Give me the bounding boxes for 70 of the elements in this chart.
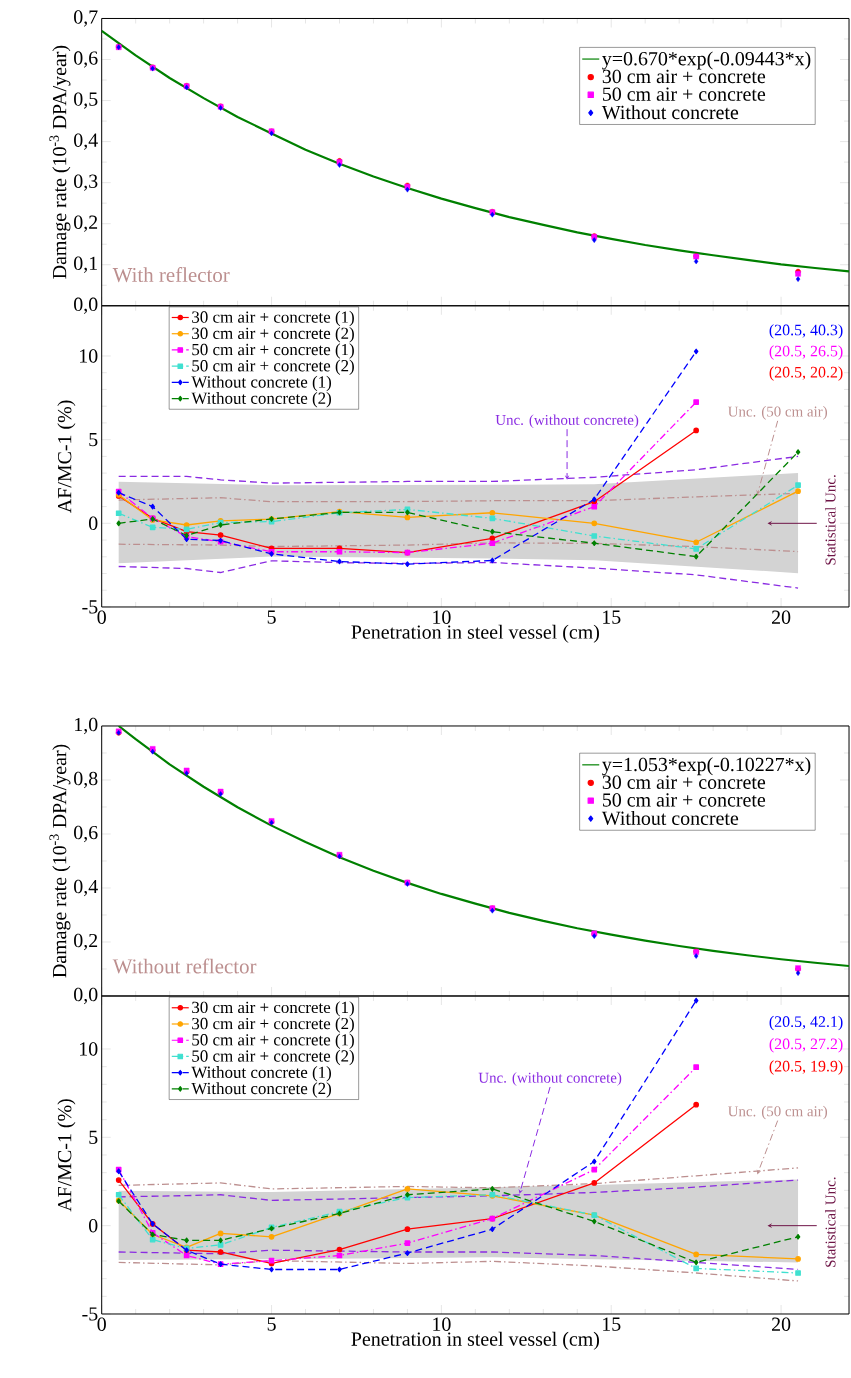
x-tick-label: 20	[771, 610, 791, 624]
y-tick-label: 0	[88, 516, 98, 531]
legend-label: 30 cm air + concrete (2)	[192, 1017, 354, 1033]
legend-label: Without concrete (2)	[191, 1082, 332, 1098]
y-tick-label: 0,7	[74, 10, 98, 27]
legend-label: Without concrete (1)	[191, 1066, 332, 1082]
legend-label: 50 cm air + concrete	[603, 87, 766, 101]
y-tick-label: 0,2	[74, 933, 98, 951]
y-tick-label: 1,0	[75, 717, 98, 735]
legend-label: 50 cm air + concrete (1)	[192, 343, 354, 359]
x-tick-label: 5	[267, 1317, 276, 1331]
x-tick-label: 20	[771, 1317, 791, 1331]
x-tick-label: 10	[433, 1317, 451, 1331]
legend-label: y=0.670*exp(-0.09443*x)	[602, 51, 811, 70]
x-axis-title: Penetration in steel vessel (cm)	[351, 624, 599, 643]
x-tick-label: 5	[267, 610, 276, 624]
x-tick-label: 15	[603, 1317, 621, 1331]
y-tick-label: -5	[82, 600, 98, 614]
y-tick-label: 0,4	[74, 133, 98, 150]
y-tick-label: -5	[82, 1307, 98, 1321]
x-tick-label: 15	[603, 610, 621, 624]
legend-label: Without concrete (2)	[191, 392, 332, 408]
annotation: (20.5, 27.2)	[769, 1038, 843, 1053]
y-tick-label: 0,2	[74, 215, 98, 232]
y-tick-label: 0,3	[74, 174, 98, 191]
y-tick-label: 0,5	[74, 92, 98, 109]
y-tick-label: 10	[80, 1042, 98, 1056]
annotation: (20.5, 42.1)	[769, 1015, 843, 1031]
y-tick-label: 0,8	[74, 771, 98, 789]
legend-label: 50 cm air + concrete (1)	[192, 1033, 354, 1049]
annotation: (20.5, 26.5)	[769, 345, 843, 360]
legend-label: 30 cm air + concrete (2)	[192, 327, 354, 343]
y-tick-label: 0,6	[74, 51, 98, 68]
y-tick-label: 5	[89, 433, 98, 447]
y-axis-title: AF/MC-1 (%)	[57, 1099, 76, 1212]
legend-label: y=1.053*exp(-0.10227*x)	[602, 757, 811, 776]
y-tick-label: 0,4	[74, 879, 98, 897]
y-tick-label: 5	[89, 1130, 98, 1144]
legend-label: 50 cm air + concrete (2)	[192, 1049, 354, 1066]
annotation: Without reflector	[112, 958, 257, 974]
text: Unc. (without concrete)	[495, 414, 639, 429]
text: Unc. (50 cm air)	[727, 1105, 828, 1120]
legend-label: 50 cm air + concrete	[603, 793, 766, 807]
y-tick-label: 10	[80, 349, 98, 363]
annotation: (20.5, 40.3)	[769, 324, 843, 339]
annotation: (20.5, 20.2)	[769, 366, 843, 381]
annotation: Statistical Unc.	[825, 1177, 836, 1267]
annotation: (20.5, 19.9)	[769, 1060, 843, 1075]
annotation: Statistical Unc.	[825, 475, 836, 565]
y-tick-label: 0,1	[74, 256, 97, 273]
y-axis-title: Damage rate (10$^{-3}$ DPA/year)	[49, 744, 71, 978]
x-tick-label: 10	[433, 610, 451, 624]
text: Unc. (without concrete)	[478, 1072, 622, 1086]
legend-label: Without concrete	[601, 105, 739, 120]
legend-label: Without concrete (1)	[191, 375, 332, 392]
legend-label: 50 cm air + concrete (2)	[192, 359, 354, 375]
y-axis-title: AF/MC-1 (%)	[57, 400, 76, 513]
y-tick-label: 0	[88, 1218, 98, 1233]
annotation: With reflector	[112, 267, 230, 283]
x-axis-title: Penetration in steel vessel (cm)	[351, 1331, 599, 1350]
y-tick-label: 0,0	[74, 987, 98, 1005]
legend-label: 30 cm air + concrete	[602, 69, 766, 84]
y-tick-label: 0,0	[74, 297, 98, 314]
legend-label: Without concrete	[601, 810, 739, 826]
text: Unc. (50 cm air)	[727, 406, 828, 420]
legend-label: 30 cm air + concrete (1)	[192, 310, 354, 327]
y-axis-title: Damage rate (10$^{-3}$ DPA/year)	[49, 45, 71, 279]
legend-label: 30 cm air + concrete (1)	[192, 1001, 354, 1017]
legend-label: 30 cm air + concrete	[602, 775, 766, 789]
y-tick-label: 0,6	[74, 825, 98, 843]
